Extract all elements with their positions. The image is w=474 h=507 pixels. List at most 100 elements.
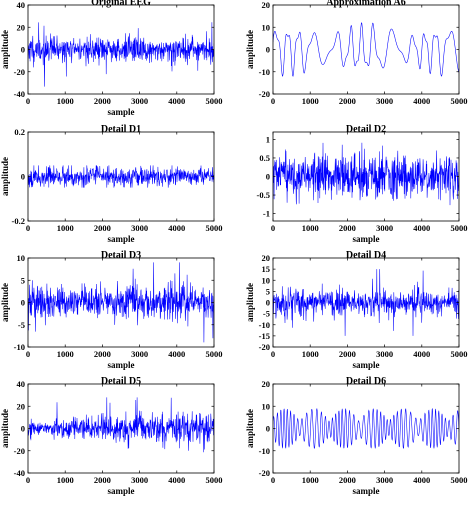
y-tick-label: -5 <box>263 309 270 319</box>
y-tick-label: -40 <box>14 468 25 478</box>
y-axis-label: amplitude <box>0 157 10 196</box>
subplot-title: Detail D5 <box>101 376 141 387</box>
x-tick-label: 1000 <box>302 349 319 359</box>
y-tick-label: -0.5 <box>257 190 270 200</box>
subplot-7: 0 1000 2000 3000 4000 5000 -40 -20 0 20 40 Detail D… <box>0 376 223 496</box>
x-tick-label: 2000 <box>94 349 111 359</box>
x-tick-label: 1000 <box>302 475 319 485</box>
y-tick-label: -20 <box>259 468 270 478</box>
y-axis-label: amplitude <box>0 283 10 322</box>
x-tick-label: 4000 <box>168 96 185 106</box>
y-tick-label: 0 <box>21 424 25 434</box>
subplot-title: Detail D2 <box>346 124 386 135</box>
x-tick-label: 3000 <box>131 96 148 106</box>
subplot-title: Approximation A6 <box>326 0 406 8</box>
x-tick-label: 1000 <box>57 475 74 485</box>
y-tick-label: 20 <box>262 0 271 10</box>
x-tick-label: 1000 <box>302 96 319 106</box>
subplot-1: 0 1000 2000 3000 4000 5000 -40 -20 0 20 40 Original… <box>0 0 223 117</box>
signal-line <box>273 22 459 77</box>
y-tick-label: -10 <box>259 320 270 330</box>
x-tick-label: 5000 <box>206 96 223 106</box>
y-tick-label: 0.2 <box>14 127 25 137</box>
subplot-title: Detail D6 <box>346 376 386 387</box>
x-tick-label: 0 <box>26 96 30 106</box>
y-tick-label: -10 <box>259 446 270 456</box>
subplot-title: Detail D3 <box>101 250 141 261</box>
x-axis-label: sample <box>108 486 135 496</box>
x-tick-label: 2000 <box>339 349 356 359</box>
x-axis-label: sample <box>108 360 135 370</box>
x-tick-label: 0 <box>271 475 275 485</box>
x-tick-label: 3000 <box>376 349 393 359</box>
x-tick-label: 4000 <box>413 96 430 106</box>
y-tick-label: 15 <box>262 264 271 274</box>
x-axis-label: sample <box>353 234 380 244</box>
y-tick-label: -20 <box>14 67 25 77</box>
y-tick-label: 20 <box>262 379 271 389</box>
subplot-title: Original EEG <box>91 0 151 8</box>
signal-line <box>273 142 459 206</box>
y-tick-label: 0 <box>21 298 25 308</box>
y-tick-label: -20 <box>14 446 25 456</box>
y-tick-label: 20 <box>17 401 26 411</box>
x-tick-label: 4000 <box>168 223 185 233</box>
x-tick-label: 4000 <box>413 223 430 233</box>
subplot-title: Detail D1 <box>101 124 141 135</box>
y-tick-label: 0 <box>21 172 25 182</box>
x-tick-label: 2000 <box>94 96 111 106</box>
x-tick-label: 2000 <box>94 475 111 485</box>
x-tick-label: 5000 <box>206 349 223 359</box>
y-tick-label: -5 <box>18 320 25 330</box>
y-tick-label: 20 <box>262 253 271 263</box>
y-tick-label: 5 <box>266 286 270 296</box>
x-tick-label: 3000 <box>376 223 393 233</box>
subplot-8: 0 1000 2000 3000 4000 5000 -20 -10 0 10 20 Detail D… <box>245 376 468 496</box>
x-tick-label: 5000 <box>451 223 468 233</box>
y-tick-label: 10 <box>262 275 271 285</box>
x-tick-label: 3000 <box>376 475 393 485</box>
x-tick-label: 2000 <box>339 475 356 485</box>
y-axis-label: amplitude <box>245 409 255 448</box>
x-tick-label: 0 <box>26 223 30 233</box>
x-tick-label: 4000 <box>168 349 185 359</box>
y-tick-label: -1 <box>263 209 270 219</box>
x-tick-label: 1000 <box>57 223 74 233</box>
signal-line <box>28 397 214 453</box>
x-tick-label: 5000 <box>206 475 223 485</box>
signal-line <box>28 262 214 343</box>
x-axis-label: sample <box>108 234 135 244</box>
x-tick-label: 2000 <box>339 223 356 233</box>
x-tick-label: 1000 <box>302 223 319 233</box>
axes-box <box>272 4 460 95</box>
x-tick-label: 1000 <box>57 349 74 359</box>
y-tick-label: 20 <box>17 22 26 32</box>
y-axis-label: amplitude <box>245 283 255 322</box>
x-tick-label: 3000 <box>131 223 148 233</box>
subplot-3: 0 1000 2000 3000 4000 5000-0.200.2 Detail D1sa… <box>0 124 223 244</box>
y-tick-label: 0 <box>266 424 270 434</box>
subplot-2: 0 1000 2000 3000 4000 5000 -20 -10 0 10 20 Approxim… <box>245 0 468 106</box>
y-tick-label: 40 <box>17 379 26 389</box>
y-axis-label: amplitude <box>245 30 255 69</box>
y-tick-label: -15 <box>259 331 270 341</box>
y-tick-label: -10 <box>259 67 270 77</box>
x-tick-label: 0 <box>26 475 30 485</box>
y-tick-label: 5 <box>21 275 25 285</box>
y-tick-label: 0.5 <box>259 153 270 163</box>
x-tick-label: 2000 <box>94 223 111 233</box>
signal-line <box>28 22 214 87</box>
y-tick-label: -20 <box>259 89 270 99</box>
x-tick-label: 1000 <box>57 96 74 106</box>
y-tick-label: -10 <box>14 342 25 352</box>
signal-line <box>273 269 459 336</box>
y-tick-label: -0.2 <box>12 216 25 226</box>
x-axis-label: sample <box>108 107 135 117</box>
subplot-4: 0 1000 2000 3000 4000 5000 -1 -0.5 0 0.5 1 Detail D… <box>257 124 468 244</box>
y-tick-label: 0 <box>266 45 270 55</box>
x-tick-label: 4000 <box>168 475 185 485</box>
y-tick-label: 1 <box>266 134 270 144</box>
subplot-title: Detail D4 <box>346 250 386 261</box>
x-tick-label: 3000 <box>131 349 148 359</box>
